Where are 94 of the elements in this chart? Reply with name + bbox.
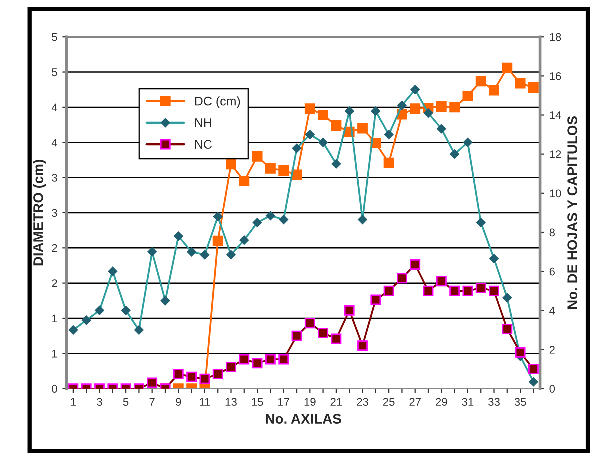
y2-tick-label: 8 — [550, 228, 556, 237]
point — [410, 104, 421, 114]
x-tick-label: 23 — [357, 398, 368, 406]
x-tick-label: 13 — [226, 398, 237, 406]
y2-tick-label: 14 — [550, 112, 562, 120]
point — [528, 364, 539, 375]
point — [278, 354, 290, 365]
point — [186, 372, 198, 382]
point — [147, 378, 158, 388]
y2-tick-label: 16 — [550, 72, 562, 80]
y-tick-label: 2 — [52, 280, 58, 288]
x-tick-label: 21 — [330, 398, 342, 406]
x-axis-title: No. AXILAS — [266, 414, 342, 424]
point — [239, 354, 250, 365]
point — [450, 102, 460, 113]
point — [384, 286, 394, 296]
point — [423, 286, 434, 296]
x-tick-label: 35 — [514, 398, 526, 406]
point — [239, 176, 250, 187]
y-tick-label: 0 — [52, 385, 58, 393]
y-axis-title: DIAMETRO (cm) — [33, 160, 46, 266]
x-tick-label: 25 — [383, 398, 395, 406]
y-tick-label: 1 — [52, 314, 58, 323]
point — [502, 324, 513, 334]
x-tick-label: 9 — [176, 398, 182, 406]
point — [304, 318, 316, 329]
point — [331, 334, 342, 344]
point — [226, 362, 236, 373]
legend-label: NH — [195, 118, 212, 128]
y-tick-label: 5 — [52, 33, 58, 42]
x-tick-label: 5 — [123, 398, 129, 406]
point — [384, 158, 394, 168]
y2-tick-label: 10 — [550, 190, 562, 198]
point — [358, 340, 368, 352]
x-tick-label: 33 — [488, 398, 500, 406]
point — [436, 102, 447, 112]
point — [212, 368, 224, 380]
y-tick-label: 2 — [52, 244, 58, 252]
point — [304, 104, 316, 114]
point — [173, 368, 184, 380]
y-tick-label: 3 — [52, 174, 58, 182]
point — [226, 159, 236, 170]
point — [318, 328, 329, 338]
x-tick-label: 27 — [410, 398, 421, 406]
y-tick-label: 5 — [52, 68, 58, 76]
y-tick-label: 3 — [52, 209, 58, 218]
point — [515, 347, 526, 358]
point — [318, 110, 329, 120]
point — [489, 85, 500, 96]
point — [265, 354, 276, 365]
x-tick-label: 19 — [304, 398, 316, 406]
x-tick-label: 3 — [97, 398, 102, 406]
point — [396, 273, 408, 284]
point — [462, 286, 474, 296]
y2-tick-label: 12 — [550, 150, 562, 158]
point — [370, 294, 382, 306]
x-tick-label: 15 — [252, 398, 264, 406]
x-tick-label: 17 — [278, 398, 290, 406]
x-tick-label: 7 — [150, 398, 155, 406]
point — [358, 123, 368, 134]
point — [344, 305, 355, 316]
x-tick-label: 29 — [436, 398, 448, 406]
point — [212, 236, 224, 246]
point — [436, 276, 447, 287]
point — [515, 78, 526, 89]
legend-label: DC (cm) — [195, 96, 240, 108]
point — [476, 282, 486, 294]
point — [450, 286, 460, 296]
y2-tick-label: 2 — [550, 346, 555, 354]
point — [410, 260, 421, 270]
y2-tick-label: 0 — [550, 385, 556, 393]
x-tick-label: 1 — [71, 398, 76, 406]
point — [462, 90, 474, 102]
point — [502, 62, 513, 74]
y2-tick-label: 4 — [550, 307, 556, 315]
y-tick-label: 4 — [52, 104, 58, 112]
point — [489, 286, 500, 296]
point — [476, 76, 486, 87]
y-tick-label: 4 — [52, 139, 58, 147]
legend-label: NC — [195, 140, 212, 150]
point — [331, 120, 342, 131]
x-tick-label: 31 — [462, 398, 474, 406]
y2-axis-title: No. DE HOJAS Y CAPITULOS — [568, 116, 578, 310]
y-tick-label: 1 — [52, 350, 58, 358]
point — [252, 151, 263, 162]
point — [278, 166, 290, 176]
point — [292, 330, 302, 342]
point — [528, 82, 539, 93]
point — [252, 358, 263, 369]
y2-tick-label: 6 — [550, 268, 556, 276]
point — [265, 163, 276, 174]
x-tick-label: 11 — [200, 398, 210, 406]
y2-tick-label: 18 — [550, 33, 562, 42]
point — [200, 374, 210, 384]
